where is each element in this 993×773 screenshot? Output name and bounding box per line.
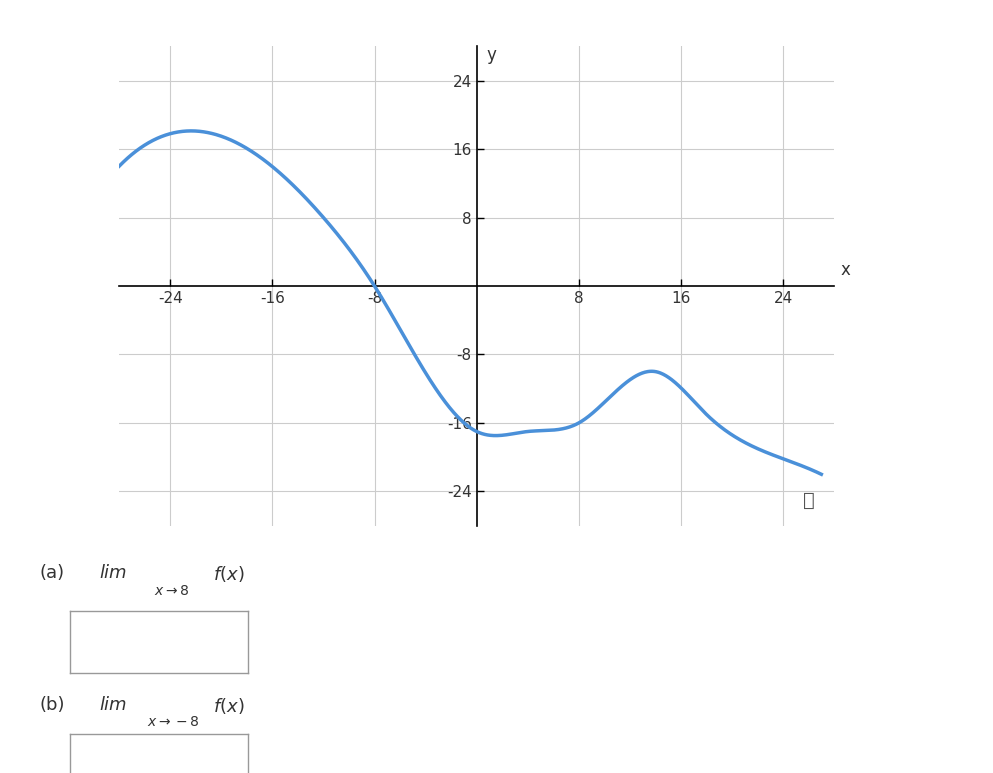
Text: x: x (840, 261, 850, 279)
Text: (a): (a) (40, 564, 65, 582)
Text: $x \rightarrow -8$: $x \rightarrow -8$ (147, 715, 200, 729)
Text: $f(x)$: $f(x)$ (213, 564, 245, 584)
Text: lim: lim (99, 564, 127, 582)
Text: ⓘ: ⓘ (802, 490, 814, 509)
Text: y: y (487, 46, 496, 64)
Text: (b): (b) (40, 696, 66, 713)
Text: $x \rightarrow 8$: $x \rightarrow 8$ (154, 584, 190, 598)
Text: lim: lim (99, 696, 127, 713)
Text: $f(x)$: $f(x)$ (213, 696, 245, 716)
